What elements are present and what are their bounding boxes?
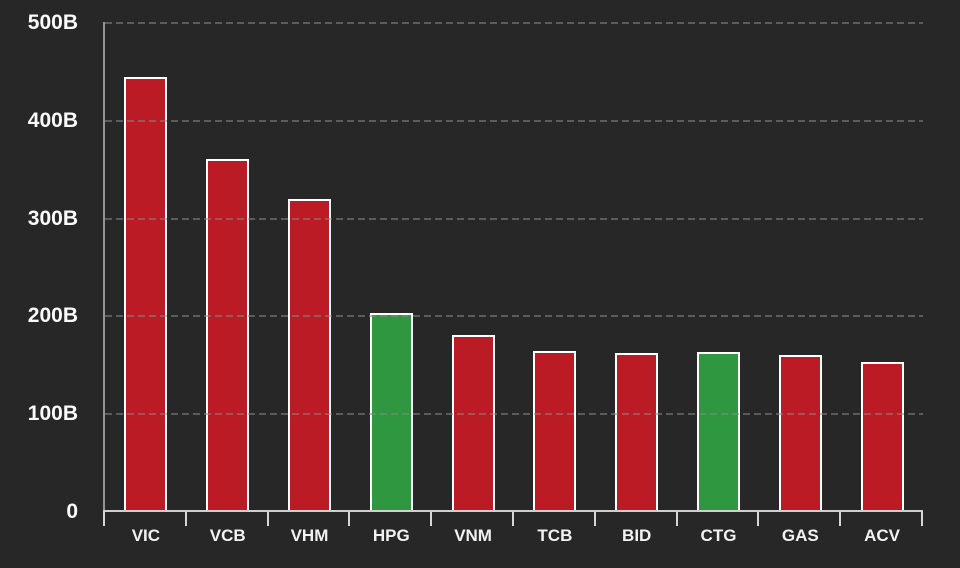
gridline-400B: [105, 119, 923, 122]
y-axis-tick-label: 500B: [27, 11, 78, 34]
y-axis-tick-label: 300B: [27, 206, 78, 230]
gridline-300B: [105, 217, 923, 220]
x-axis-label-TCB: TCB: [537, 526, 573, 545]
x-axis-tick: [103, 512, 105, 526]
x-axis-label-BID: BID: [622, 526, 652, 545]
bar-VCB: [206, 158, 250, 512]
x-axis-label-CTG: CTG: [700, 526, 737, 545]
gridline-100B: [105, 413, 923, 416]
bar-CTG: [697, 351, 740, 512]
x-axis-label-GAS: GAS: [781, 526, 819, 545]
y-axis-tick-label: 400B: [27, 108, 78, 132]
x-axis-tick: [593, 512, 596, 526]
bar-VNM: [451, 334, 495, 512]
bar-HPG: [369, 313, 413, 512]
x-axis-tick: [757, 512, 760, 526]
x-axis-label-VHM: VHM: [290, 526, 329, 545]
y-axis-line: [103, 22, 105, 512]
gridline-500B: [105, 22, 923, 24]
bar-BID: [615, 352, 659, 512]
gridline-200B: [105, 315, 923, 318]
x-axis-line: [103, 510, 923, 512]
x-axis-label-HPG: HPG: [372, 526, 410, 545]
x-axis-label-ACV: ACV: [864, 526, 901, 545]
x-axis-tick: [675, 512, 678, 526]
bar-TCB: [533, 350, 577, 512]
bar-GAS: [778, 354, 822, 512]
x-axis-label-VNM: VNM: [454, 526, 492, 545]
x-axis-tick: [348, 512, 351, 526]
y-axis-tick-label: 200B: [27, 304, 78, 328]
x-axis-tick: [184, 512, 187, 526]
y-axis-tick-label: 100B: [27, 402, 78, 426]
x-axis-label-VCB: VCB: [209, 526, 246, 545]
bar-VHM: [288, 199, 331, 512]
x-axis-tick: [921, 512, 923, 526]
x-axis-tick: [266, 512, 269, 526]
x-axis-tick: [430, 512, 433, 526]
x-axis-label-VIC: VIC: [131, 526, 161, 545]
y-axis-tick-label: 0: [66, 500, 78, 523]
x-axis-tick: [512, 512, 514, 526]
bar-VIC: [124, 76, 168, 512]
bar-ACV: [860, 362, 904, 512]
x-axis-tick: [839, 512, 842, 526]
